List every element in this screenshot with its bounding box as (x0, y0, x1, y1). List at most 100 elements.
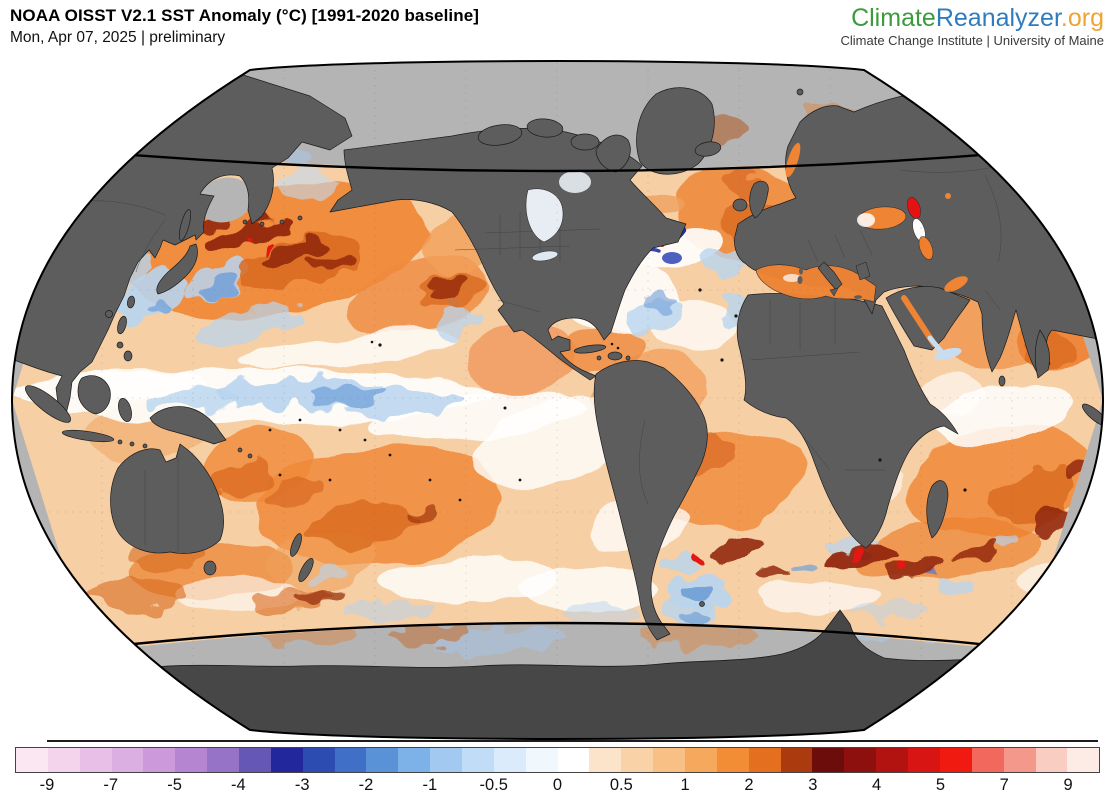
land-new-zealand (290, 533, 314, 583)
colorbar-tick-label: 0.5 (609, 776, 633, 794)
colorbar-segment (398, 748, 431, 772)
land-hainan (105, 310, 113, 318)
mediterranean-sea (755, 264, 877, 303)
colorbar-tick-label: 5 (935, 776, 946, 794)
land-ireland (732, 198, 748, 212)
colorbar-segment (493, 748, 526, 772)
colorbar-tick-label: -7 (103, 776, 119, 794)
colorbar-segment (302, 748, 335, 772)
inland-seas (525, 142, 968, 361)
colorbar-segment (939, 748, 972, 772)
baltic-sea (785, 142, 801, 178)
land-greenland (636, 87, 715, 175)
colorbar-tick-label: -4 (231, 776, 246, 794)
logo-org: .org (1060, 4, 1104, 32)
gulf-of-aden-cool (934, 347, 962, 361)
land-greece (855, 261, 871, 281)
land-hispaniola (607, 351, 623, 361)
colorbar-tick-label: -1 (422, 776, 438, 794)
land-sulawesi (118, 397, 132, 423)
climate-reanalyzer-logo: ClimateReanalyzer.org (851, 4, 1104, 33)
colorbar-tick-label: 1 (680, 776, 690, 794)
land-svalbard (796, 88, 804, 96)
colorbar-segment (366, 748, 399, 772)
colorbar-tick-label: -5 (167, 776, 182, 794)
colorbar-tick-label: 0 (552, 776, 563, 794)
land-sardinia (797, 276, 803, 284)
colorbar-segment (780, 748, 813, 772)
colorbar-segment (79, 748, 112, 772)
caspian-sea (907, 197, 934, 260)
land-philippines (116, 315, 133, 362)
colorbar-tick-label: 2 (744, 776, 754, 794)
colorbar-segment (525, 748, 558, 772)
persian-gulf (944, 276, 968, 292)
island-specks (268, 288, 967, 502)
land-north-america (329, 128, 687, 381)
page-title: NOAA OISST V2.1 SST Anomaly (°C) [1991-2… (10, 6, 480, 25)
colorbar-tick-labels: -9 -7 -5 -4 -3 -2 -1 -0.5 0 0.5 1 2 3 4 5 7 9 (15, 776, 1100, 798)
land-japan (156, 243, 198, 295)
land-jamaica (596, 355, 602, 361)
graticule (12, 62, 1103, 739)
land-canadian-arctic-islands (477, 118, 631, 173)
land-australia (110, 443, 224, 554)
colorbar-segment (557, 748, 590, 772)
land-madagascar (926, 480, 949, 539)
colorbar-tick-label: 3 (808, 776, 818, 794)
colorbar-tick-label: 9 (1063, 776, 1073, 794)
land-tasmania (203, 560, 217, 576)
colorbar-top-rule (47, 740, 1098, 742)
colorbar-segment (971, 748, 1004, 772)
land-solomon-islands (237, 447, 253, 459)
land-corsica (799, 267, 803, 275)
aral-sea (945, 193, 951, 199)
colorbar-segment (430, 748, 463, 772)
colorbar-segment (175, 748, 208, 772)
colorbar-tick-label: 4 (872, 776, 882, 794)
colorbar-segment (1003, 748, 1036, 772)
sst-cool-fields (113, 171, 1075, 627)
colorbar-segment (876, 748, 909, 772)
colorbar-segment (844, 748, 877, 772)
latitude-60n-arc (94, 150, 1020, 173)
world-map (11, 60, 1104, 740)
colorbar-segment (748, 748, 781, 772)
colorbar-segment (653, 748, 686, 772)
colorbar-segment (716, 748, 749, 772)
black-sea-white-patch (857, 213, 875, 227)
logo-reanalyzer: Reanalyzer (935, 4, 1061, 32)
latitude-60s-arc (94, 621, 1020, 650)
land-sicily (829, 287, 839, 297)
hudson-bay-ice (525, 188, 564, 243)
colorbar-segment (908, 748, 940, 772)
red-sea-south-cool (927, 335, 944, 354)
land-antarctica (19, 609, 1101, 739)
institute-tagline: Climate Change Institute | University of… (840, 33, 1105, 48)
date-status-subtitle: Mon, Apr 07, 2025 | preliminary (10, 29, 226, 46)
land-cuba (573, 344, 607, 354)
land-java (61, 429, 115, 443)
land-south-america (593, 360, 708, 641)
colorbar-segment (462, 748, 494, 772)
colorbar-segment (589, 748, 622, 772)
colorbar-tick-label: -3 (294, 776, 310, 794)
land-uk (749, 180, 769, 219)
land-falkland-islands (699, 601, 705, 607)
colorbar (15, 747, 1100, 773)
land-taiwan (127, 295, 135, 309)
sea-of-okhotsk-no-data (197, 177, 253, 223)
colorbar-tick-label: -2 (358, 776, 374, 794)
colorbar-segment (1035, 748, 1068, 772)
land-lesser-sunda-islands (117, 439, 148, 449)
land-borneo (77, 375, 111, 415)
colorbar-segment (1067, 748, 1100, 772)
colorbar-segment (111, 748, 144, 772)
land-aleutian-islands (242, 215, 303, 227)
land-sumatra (25, 385, 71, 423)
logo-climate: Climate (851, 4, 936, 32)
land-crete (854, 295, 862, 299)
colorbar-segment (621, 748, 654, 772)
land-sakhalin (178, 209, 192, 241)
